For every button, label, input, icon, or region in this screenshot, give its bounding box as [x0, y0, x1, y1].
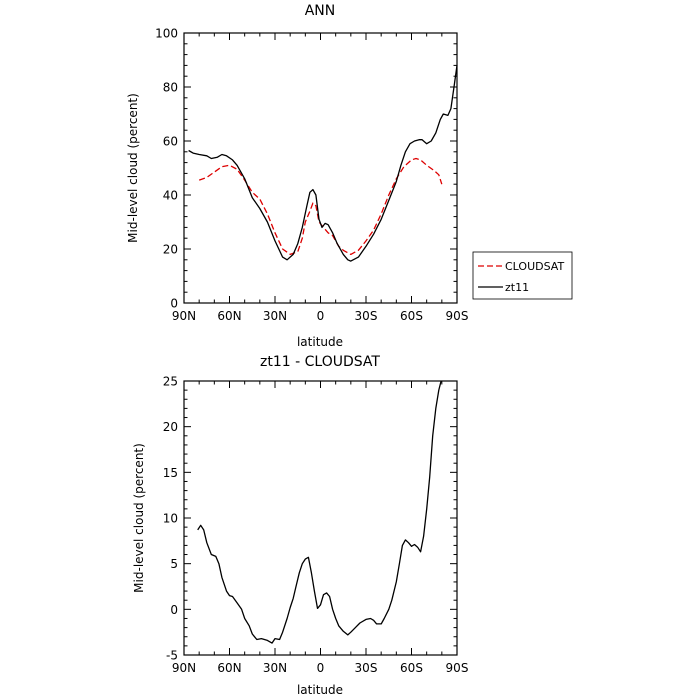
y-tick-label: 10	[163, 512, 178, 526]
y-tick-label: 20	[163, 243, 178, 257]
y-tick-label: 20	[163, 420, 178, 434]
x-tick-label: 60N	[217, 661, 241, 675]
x-tick-label: 90S	[446, 309, 469, 323]
x-axis-label: latitude	[297, 683, 343, 697]
legend-box	[472, 251, 573, 300]
y-tick-label: 15	[163, 466, 178, 480]
x-tick-label: 60S	[400, 309, 423, 323]
bottom-panel: zt11 - CLOUDSAT 90N 60N 30N 0 30S 60S 90S -5 0 5 1…	[132, 354, 468, 697]
x-tick-label: 30S	[355, 309, 378, 323]
axis-ticks	[183, 380, 458, 656]
x-tick-label: 0	[317, 309, 325, 323]
y-tick-label: 25	[163, 375, 178, 389]
legend-label-cloudsat: CLOUDSAT	[505, 260, 564, 273]
y-axis-label: Mid-level cloud (percent)	[126, 93, 140, 243]
y-tick-label: 0	[170, 297, 178, 311]
y-tick-label: 40	[163, 189, 178, 203]
tick-labels: 90N 60N 30N 0 30S 60S 90S -5 0 5 10 15 20 25	[163, 375, 469, 676]
top-panel: ANN 90N 60N 30N 0 30S 60S 90S 0 20 40 60 80 100 lati…	[126, 3, 573, 349]
x-tick-label: 0	[317, 661, 325, 675]
x-tick-label: 90N	[172, 661, 196, 675]
series-line-difference	[197, 380, 442, 644]
axis-ticks	[183, 32, 458, 304]
x-axis-label: latitude	[297, 335, 343, 349]
y-tick-label: 5	[170, 557, 178, 571]
x-tick-label: 60S	[400, 661, 423, 675]
plot-frame	[183, 380, 458, 656]
y-tick-label: 80	[163, 81, 178, 95]
tick-labels: 90N 60N 30N 0 30S 60S 90S 0 20 40 60 80 100	[155, 27, 468, 324]
y-tick-label: 60	[163, 135, 178, 149]
x-tick-label: 60N	[217, 309, 241, 323]
legend-label-zt11: zt11	[505, 281, 529, 294]
x-tick-label: 30N	[263, 661, 287, 675]
series-line-cloudsat	[198, 157, 443, 256]
y-axis-label: Mid-level cloud (percent)	[132, 443, 146, 593]
series-lines	[188, 65, 458, 262]
plot-frame	[183, 32, 458, 304]
chart-title: ANN	[305, 3, 336, 19]
y-tick-label: 0	[170, 603, 178, 617]
y-tick-label: 100	[155, 27, 178, 41]
x-tick-label: 90N	[172, 309, 196, 323]
series-line-zt11	[188, 65, 458, 262]
series-lines	[197, 380, 442, 644]
x-tick-label: 90S	[446, 661, 469, 675]
x-tick-label: 30S	[355, 661, 378, 675]
y-tick-label: -5	[166, 649, 178, 663]
chart-title: zt11 - CLOUDSAT	[260, 354, 380, 370]
x-tick-label: 30N	[263, 309, 287, 323]
legend: CLOUDSAT zt11	[472, 251, 573, 300]
